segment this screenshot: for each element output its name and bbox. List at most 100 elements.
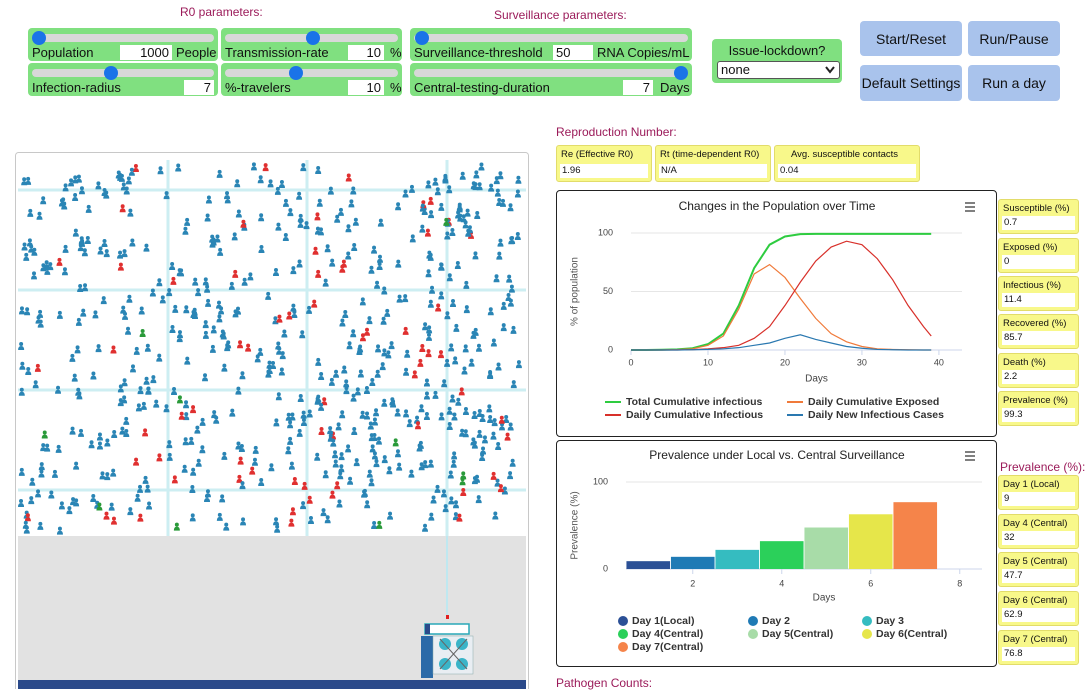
slider-thumb[interactable] <box>32 31 46 45</box>
person-icon <box>37 309 44 318</box>
person-icon <box>285 412 292 421</box>
person-icon <box>28 496 35 505</box>
legend-label: Day 4(Central) <box>632 628 703 640</box>
person-icon <box>190 467 197 476</box>
person-icon <box>491 418 498 427</box>
slider-track[interactable] <box>32 34 214 42</box>
person-icon <box>327 426 334 435</box>
person-icon <box>446 421 453 430</box>
person-icon <box>156 453 163 462</box>
person-icon <box>395 202 402 211</box>
person-icon <box>373 459 380 468</box>
slider-thumb[interactable] <box>674 66 688 80</box>
person-icon <box>77 284 84 293</box>
person-icon <box>414 421 421 430</box>
control-value[interactable]: 50 <box>553 45 593 60</box>
person-icon <box>26 238 33 247</box>
person-icon <box>381 348 388 357</box>
person-icon <box>110 468 117 477</box>
person-icon <box>446 185 453 194</box>
control-value[interactable]: 1000 <box>120 45 172 60</box>
slider-thumb[interactable] <box>289 66 303 80</box>
person-icon <box>286 311 293 320</box>
person-icon <box>442 504 449 513</box>
person-icon <box>142 475 149 484</box>
person-icon <box>221 363 228 372</box>
person-icon <box>515 360 522 369</box>
person-icon <box>340 259 347 268</box>
person-icon <box>119 426 126 435</box>
person-icon <box>403 409 410 418</box>
person-icon <box>163 404 170 413</box>
slider-track[interactable] <box>225 69 398 77</box>
person-icon <box>173 522 180 531</box>
x-axis-label: Days <box>805 374 828 385</box>
person-icon <box>61 267 68 276</box>
person-icon <box>374 369 381 378</box>
control-unit: % <box>390 45 402 60</box>
lockdown-select[interactable]: none <box>717 61 840 79</box>
person-icon <box>329 490 336 499</box>
button[interactable]: Run a day <box>968 65 1060 101</box>
person-icon <box>104 438 111 447</box>
person-icon <box>318 426 325 435</box>
person-icon <box>329 258 336 267</box>
person-icon <box>274 524 281 533</box>
person-icon <box>169 325 176 334</box>
person-icon <box>139 329 146 338</box>
person-icon <box>446 273 453 282</box>
person-icon <box>402 189 409 198</box>
person-icon <box>276 314 283 323</box>
person-icon <box>128 167 135 176</box>
person-icon <box>368 478 375 487</box>
person-icon <box>202 277 209 286</box>
person-icon <box>303 221 310 230</box>
control-label: Issue-lockdown? <box>728 43 826 58</box>
person-icon <box>333 369 340 378</box>
person-icon <box>486 404 493 413</box>
button[interactable]: Default Settings <box>860 65 962 101</box>
slider-thumb[interactable] <box>415 31 429 45</box>
menu-icon[interactable] <box>965 202 975 212</box>
person-icon <box>474 210 481 219</box>
button[interactable]: Start/Reset <box>860 21 962 56</box>
person-icon <box>40 196 47 205</box>
control-value[interactable]: 7 <box>184 80 214 95</box>
menu-icon[interactable] <box>965 451 975 461</box>
control-value[interactable]: 10 <box>348 45 384 60</box>
person-icon <box>78 186 85 195</box>
slider-thumb[interactable] <box>306 31 320 45</box>
info-value: 11.4 <box>1002 293 1075 307</box>
person-icon <box>335 422 342 431</box>
info-box: Death (%) 2.2 <box>998 353 1079 388</box>
control-value[interactable]: 7 <box>623 80 653 95</box>
person-icon <box>204 493 211 502</box>
person-icon <box>74 345 81 354</box>
person-icon <box>450 299 457 308</box>
slider-thumb[interactable] <box>104 66 118 80</box>
slider-track[interactable] <box>32 69 214 77</box>
person-icon <box>426 325 433 334</box>
slider-track[interactable] <box>414 34 688 42</box>
person-icon <box>321 397 328 406</box>
person-icon <box>125 176 132 185</box>
person-icon <box>506 274 513 283</box>
chart-title: Changes in the Population over Time <box>679 199 876 213</box>
person-icon <box>332 450 339 459</box>
person-icon <box>129 238 136 247</box>
person-icon <box>367 421 374 430</box>
control-value[interactable]: 10 <box>348 80 384 95</box>
legend-label: Day 7(Central) <box>632 641 703 653</box>
slider-track[interactable] <box>414 69 688 77</box>
person-icon <box>97 246 104 255</box>
legend-label: Day 2 <box>762 615 790 627</box>
person-icon <box>408 184 415 193</box>
button[interactable]: Run/Pause <box>968 21 1060 56</box>
person-icon <box>123 428 130 437</box>
person-icon <box>182 437 189 446</box>
person-icon <box>169 262 176 271</box>
legend-swatch <box>618 629 628 639</box>
x-tick-label: 8 <box>957 578 962 588</box>
person-icon <box>377 218 384 227</box>
